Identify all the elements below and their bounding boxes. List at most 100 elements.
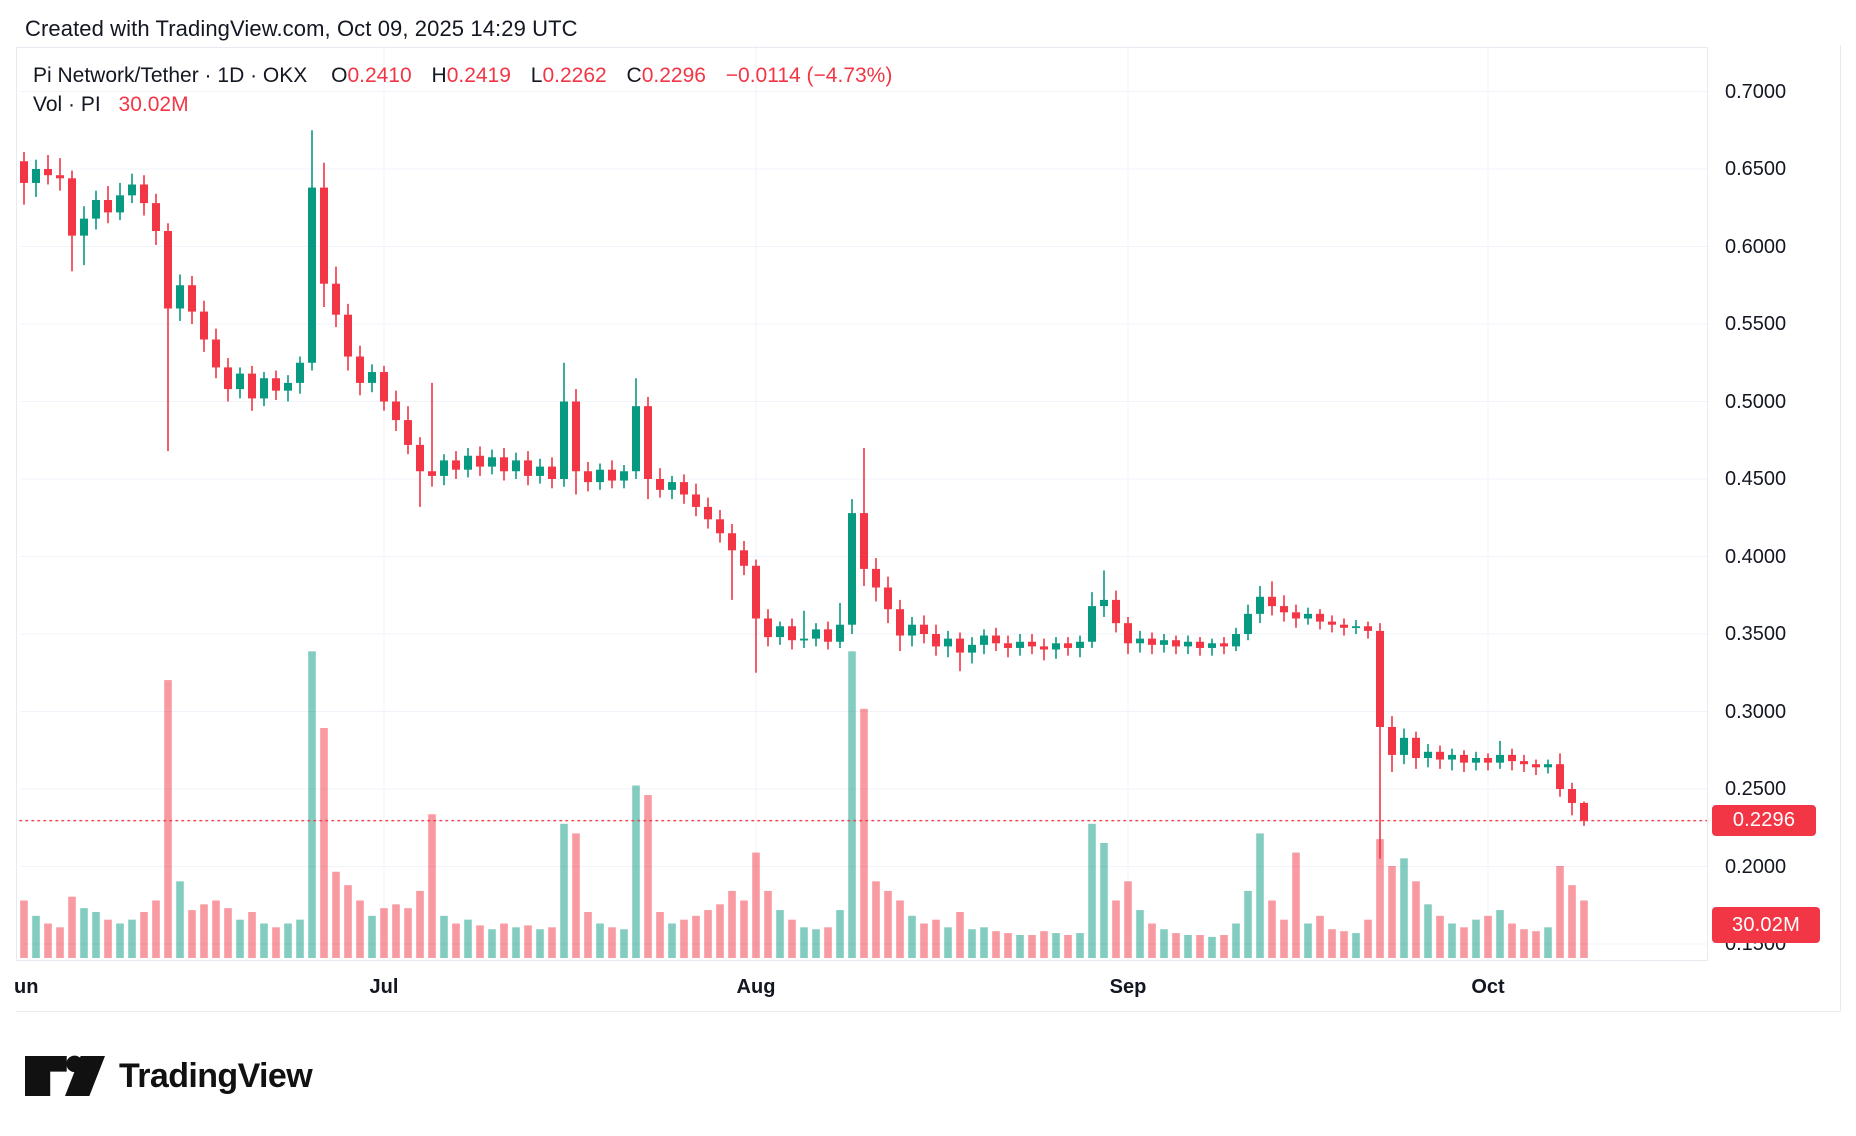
candle-body-down	[1328, 621, 1336, 625]
candle-body-down	[548, 466, 556, 479]
volume-value: 30.02M	[118, 93, 189, 116]
volume-bar	[1172, 933, 1180, 958]
volume-bar	[1460, 927, 1468, 958]
candle-body-up	[176, 285, 184, 309]
volume-bar	[188, 910, 196, 958]
candle-body-down	[1340, 624, 1348, 628]
volume-bar	[308, 651, 316, 958]
volume-bar	[68, 896, 76, 958]
candle-body-down	[884, 587, 892, 610]
volume-bar	[1352, 933, 1360, 958]
candle-body-up	[1400, 737, 1408, 755]
candle-body-down	[56, 175, 64, 179]
volume-bar	[1028, 935, 1036, 958]
candle-body-down	[212, 339, 220, 368]
candle-body-up	[596, 469, 604, 483]
candle-body-down	[1280, 606, 1288, 613]
volume-bar	[1508, 923, 1516, 958]
high-label: H	[431, 64, 447, 87]
candle-body-up	[536, 466, 544, 476]
candle-body-down	[656, 479, 664, 490]
candle-body-down	[1388, 727, 1396, 755]
volume-bar	[548, 927, 556, 958]
change-value: −0.0114 (−4.73%)	[725, 64, 893, 87]
candle-body-down	[1064, 643, 1072, 648]
volume-bar	[608, 927, 616, 958]
candle-body-up	[776, 626, 784, 638]
volume-bar	[980, 927, 988, 958]
candle-body-down	[524, 460, 532, 476]
candle-body-down	[1532, 764, 1540, 768]
candle-body-up	[1256, 596, 1264, 614]
candle-body-up	[1352, 626, 1360, 629]
volume-bar	[1580, 900, 1588, 958]
open-label: O	[331, 64, 348, 87]
volume-bar	[560, 823, 568, 958]
volume-bar	[956, 912, 964, 958]
candle-body-up	[116, 195, 124, 213]
volume-bar	[368, 915, 376, 958]
attribution-text: Created with TradingView.com, Oct 09, 20…	[25, 16, 578, 41]
candle-body-up	[1304, 613, 1312, 619]
volume-bar	[32, 915, 40, 958]
candle-body-down	[416, 444, 424, 472]
candle-body-down	[1484, 758, 1492, 763]
candle-body-down	[1220, 643, 1228, 647]
volume-bar	[1520, 929, 1528, 958]
tradingview-logo-link[interactable]: TradingView	[25, 1054, 313, 1098]
candle-body-up	[1496, 754, 1504, 763]
volume-bar	[1112, 900, 1120, 958]
candle-body-down	[1364, 626, 1372, 631]
candle-body-down	[428, 471, 436, 476]
volume-bar	[440, 915, 448, 958]
candle-body-down	[728, 533, 736, 551]
candle-body-up	[32, 169, 40, 183]
current-price-badge: 0.2296	[1712, 805, 1816, 836]
candle-body-down	[1196, 641, 1204, 648]
symbol-legend[interactable]: Pi Network/Tether · 1D · OKX O0.2410 H0.…	[33, 64, 892, 88]
volume-bar	[356, 900, 364, 958]
volume-bar	[380, 908, 388, 958]
candle-body-down	[140, 184, 148, 204]
volume-bar	[1376, 839, 1384, 958]
volume-bar	[1316, 915, 1324, 958]
candle-body-down	[392, 401, 400, 421]
volume-bar	[1292, 852, 1300, 958]
candle-body-down	[200, 311, 208, 340]
volume-bar	[584, 912, 592, 958]
volume-label: Vol · PI	[33, 93, 101, 116]
candle-body-down	[992, 635, 1000, 644]
volume-bar	[536, 929, 544, 958]
volume-bar	[1124, 881, 1132, 958]
volume-bar	[1208, 936, 1216, 958]
volume-bar	[152, 900, 160, 958]
candle-body-up	[368, 372, 376, 383]
open-value: 0.2410	[347, 64, 412, 87]
volume-bar	[920, 923, 928, 958]
volume-bar	[128, 919, 136, 958]
volume-bar	[104, 919, 112, 958]
volume-bar	[644, 795, 652, 958]
volume-bar	[164, 680, 172, 958]
volume-bar	[20, 900, 28, 958]
candle-body-up	[464, 455, 472, 470]
volume-bar	[812, 929, 820, 958]
candle-body-up	[1184, 641, 1192, 647]
candle-body-up	[1136, 638, 1144, 644]
candle-body-down	[1112, 599, 1120, 624]
low-value: 0.2262	[542, 64, 607, 87]
candle-body-down	[740, 550, 748, 566]
volume-legend[interactable]: Vol · PI 30.02M	[33, 93, 189, 117]
candle-body-down	[1568, 789, 1576, 803]
volume-bar	[140, 912, 148, 958]
candle-body-up	[668, 482, 676, 490]
candle-body-down	[1508, 754, 1516, 762]
volume-bar	[692, 915, 700, 958]
volume-bar	[824, 927, 832, 958]
volume-bar	[728, 890, 736, 958]
volume-bar	[332, 871, 340, 958]
candle-body-up	[1016, 641, 1024, 648]
candle-body-up	[908, 624, 916, 636]
candle-body-down	[644, 406, 652, 479]
